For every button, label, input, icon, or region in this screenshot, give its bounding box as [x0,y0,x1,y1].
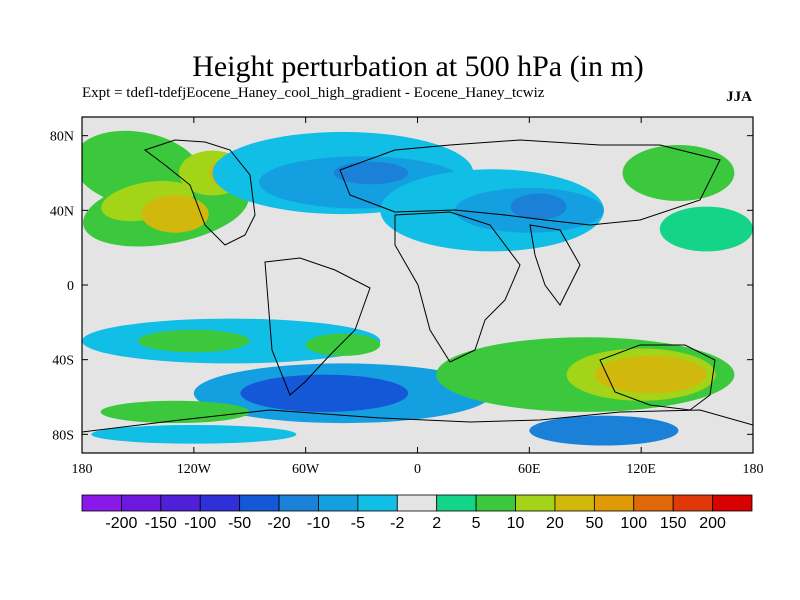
field-region-22 [529,415,679,446]
colorbar-swatch [160,494,201,512]
colorbar-label: -100 [184,515,216,532]
colorbar-swatch [593,494,635,512]
colorbar-label: -10 [307,515,330,532]
y-tick-label: 40S [52,354,74,369]
colorbar-swatch [475,494,516,512]
colorbar-label: 200 [699,515,726,532]
colorbar-swatch [199,494,241,512]
y-axis: 80N 40N 0 40S 80S [50,130,753,443]
season-label: JJA [726,89,752,105]
colorbar-swatch [81,494,122,512]
colorbar-label: 5 [472,515,481,532]
coastlines [82,139,753,433]
field-region-24 [91,425,297,444]
colorbar: -200 -150 -100 -50 -20 -10 -5 -2 2 5 10 20 50 100 150 2… [81,494,753,532]
colorbar-label: -5 [351,515,365,532]
colorbar-swatch [554,494,595,512]
x-tick-label: 180 [743,462,764,477]
y-tick-label: 0 [67,279,74,294]
field-region-16 [305,333,381,356]
x-tick-label: 120E [626,462,656,477]
x-tick-label: 120W [177,462,212,477]
india-coastline [529,224,581,306]
colorbar-swatch [239,494,280,512]
map-title: Height perturbation at 500 hPa (in m) [192,50,644,83]
colorbar-swatch [278,494,319,512]
colorbar-label: 20 [546,515,564,532]
field-region-8 [333,161,409,185]
colorbar-label: 50 [585,515,603,532]
field-region-11 [510,193,567,220]
field-region-15 [137,329,250,353]
antarctica-coastline [82,409,753,433]
plot-area [81,116,754,454]
europe-asia-coastline [339,139,721,226]
colorbar-label: 2 [432,515,441,532]
africa-coastline [394,211,521,363]
colorbar-swatch [318,494,359,512]
colorbar-label: 10 [507,515,525,532]
colorbar-swatch [672,494,713,512]
colorbar-swatch [396,494,438,512]
x-tick-label: 60E [518,462,541,477]
field-region-5 [141,195,209,233]
colorbar-label: 150 [660,515,687,532]
south-america-coastline [264,257,371,396]
field-region-21 [594,355,707,394]
colorbar-label: -50 [228,515,251,532]
colorbar-swatch [436,494,477,512]
experiment-subtitle: Expt = tdefl-tdefjEocene_Haney_cool_high… [82,85,545,101]
north-america-coastline [143,139,256,246]
colorbar-swatch [515,494,556,512]
colorbar-swatch [357,494,398,512]
colorbar-label: -20 [267,515,290,532]
y-tick-label: 80N [50,130,74,145]
colorbar-label: -150 [145,515,177,532]
x-tick-label: 60W [292,462,320,477]
field-region-23 [100,400,250,424]
colorbar-swatch [712,494,753,512]
australia-coastline [599,344,716,411]
colorbar-label: 100 [620,515,647,532]
x-tick-label: 0 [414,462,421,477]
colorbar-swatch [633,494,674,512]
field-region-12 [622,145,735,201]
colorbar-label: -2 [390,515,404,532]
colorbar-swatch [121,494,162,512]
colorbar-label: -200 [105,515,137,532]
x-axis: 180 120W 60W 0 60E 120E 180 [72,117,764,477]
field-region-18 [240,374,409,412]
y-tick-label: 80S [52,428,74,443]
field-region-13 [659,206,753,252]
x-tick-label: 180 [72,462,93,477]
y-tick-label: 40N [50,204,74,219]
